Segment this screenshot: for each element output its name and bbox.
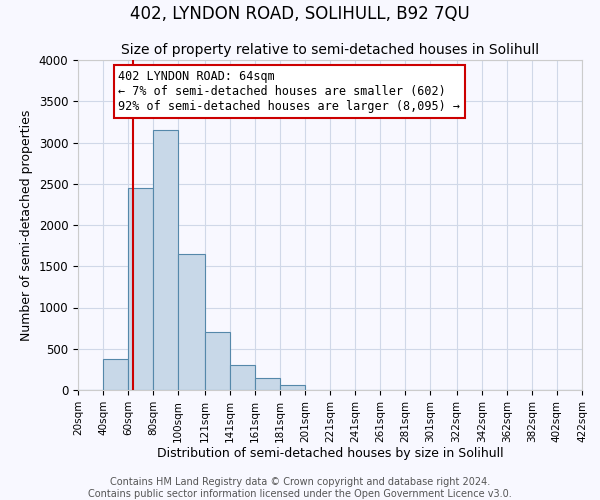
Y-axis label: Number of semi-detached properties: Number of semi-detached properties [20,110,33,340]
Bar [205,332,230,390]
Text: Contains HM Land Registry data © Crown copyright and database right 2024.
Contai: Contains HM Land Registry data © Crown c… [88,478,512,499]
Bar [128,188,153,390]
Text: 402 LYNDON ROAD: 64sqm
← 7% of semi-detached houses are smaller (602)
92% of sem: 402 LYNDON ROAD: 64sqm ← 7% of semi-deta… [118,70,460,113]
Title: Size of property relative to semi-detached houses in Solihull: Size of property relative to semi-detach… [121,44,539,58]
Bar [230,365,255,390]
Bar [153,130,178,390]
Text: 402, LYNDON ROAD, SOLIHULL, B92 7QU: 402, LYNDON ROAD, SOLIHULL, B92 7QU [130,5,470,23]
X-axis label: Distribution of semi-detached houses by size in Solihull: Distribution of semi-detached houses by … [157,448,503,460]
Bar [255,378,280,390]
Bar [103,359,128,390]
Bar [178,254,205,390]
Bar [280,386,305,390]
